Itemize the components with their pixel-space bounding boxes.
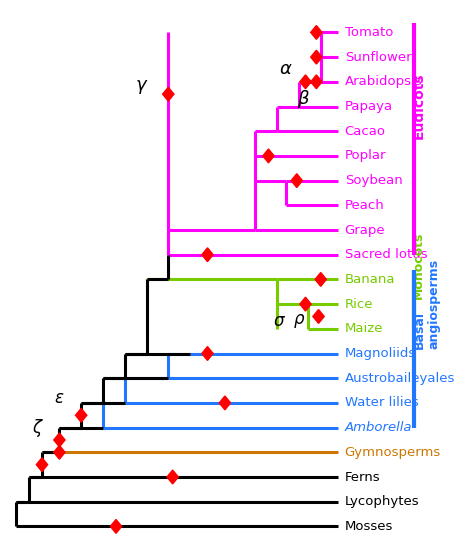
- Polygon shape: [315, 273, 327, 286]
- Text: Lycophytes: Lycophytes: [345, 495, 419, 508]
- Text: Gymnosperms: Gymnosperms: [345, 446, 441, 459]
- Polygon shape: [163, 87, 174, 101]
- Polygon shape: [313, 310, 324, 323]
- Text: $\zeta$: $\zeta$: [32, 417, 44, 438]
- Text: $\gamma$: $\gamma$: [136, 78, 149, 96]
- Text: Maize: Maize: [345, 322, 383, 335]
- Polygon shape: [167, 470, 178, 484]
- Polygon shape: [110, 520, 122, 533]
- Text: $\beta$: $\beta$: [297, 88, 310, 110]
- Text: Sunflower: Sunflower: [345, 51, 411, 64]
- Text: Cacao: Cacao: [345, 125, 386, 138]
- Text: Soybean: Soybean: [345, 174, 402, 187]
- Text: Austrobaileyales: Austrobaileyales: [345, 372, 455, 385]
- Polygon shape: [75, 409, 87, 422]
- Polygon shape: [202, 248, 213, 262]
- Text: Water lilies: Water lilies: [345, 397, 419, 410]
- Text: $\varepsilon$: $\varepsilon$: [54, 389, 64, 407]
- Polygon shape: [54, 446, 65, 459]
- Text: Basal
angiosperms: Basal angiosperms: [412, 258, 440, 349]
- Text: Grape: Grape: [345, 224, 385, 237]
- Text: Sacred lotus: Sacred lotus: [345, 248, 427, 261]
- Text: Peach: Peach: [345, 199, 384, 212]
- Text: Papaya: Papaya: [345, 100, 393, 113]
- Polygon shape: [54, 433, 65, 447]
- Polygon shape: [219, 396, 230, 410]
- Polygon shape: [311, 75, 322, 89]
- Text: Mosses: Mosses: [345, 520, 393, 533]
- Polygon shape: [300, 297, 311, 311]
- Polygon shape: [300, 75, 311, 89]
- Polygon shape: [202, 347, 213, 361]
- Text: Ferns: Ferns: [345, 471, 380, 484]
- Text: Eudicots: Eudicots: [412, 72, 426, 139]
- Text: Poplar: Poplar: [345, 150, 386, 163]
- Text: $\sigma$: $\sigma$: [273, 312, 286, 330]
- Polygon shape: [311, 50, 322, 64]
- Text: Magnoliids: Magnoliids: [345, 347, 416, 360]
- Text: Banana: Banana: [345, 273, 395, 286]
- Text: Amborella: Amborella: [345, 421, 412, 434]
- Text: Tomato: Tomato: [345, 26, 393, 39]
- Text: $\rho$: $\rho$: [293, 312, 305, 330]
- Text: Rice: Rice: [345, 298, 373, 311]
- Polygon shape: [263, 149, 274, 163]
- Polygon shape: [311, 26, 322, 39]
- Polygon shape: [36, 458, 48, 472]
- Text: $\alpha$: $\alpha$: [279, 60, 292, 78]
- Text: Monocots: Monocots: [412, 232, 425, 299]
- Polygon shape: [291, 174, 302, 188]
- Text: Arabidopsis: Arabidopsis: [345, 75, 422, 88]
